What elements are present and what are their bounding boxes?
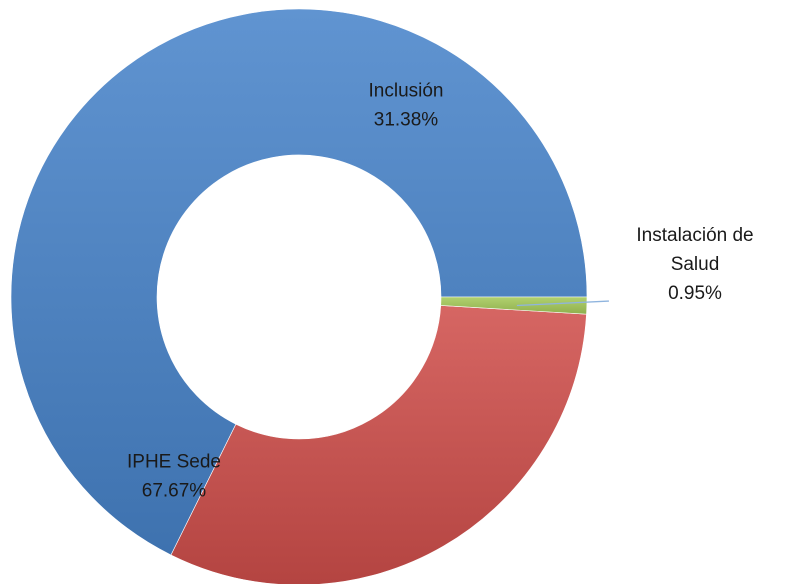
slice-inclusi-n [170,305,587,584]
data-label-category: IPHE Sede [127,452,221,473]
slice-iphe-sede [10,8,588,556]
data-label-category: Salud [671,254,720,275]
slice-instalaci-n-de-salud [440,296,588,315]
data-label-value: 0.95% [668,283,722,304]
data-label-value: 31.38% [374,110,439,131]
data-label-inclusi-n: Inclusión 31.38% [369,81,444,131]
data-label-instalaci-n-de-salud: Instalación de Salud 0.95% [636,225,753,304]
labels-group: IPHE Sede 67.67% Inclusión 31.38% Instalació… [127,81,754,502]
slices-group [10,8,588,584]
leader-lines-group [516,300,609,307]
data-label-category: Instalación de [636,225,753,246]
data-label-iphe-sede: IPHE Sede 67.67% [127,452,221,502]
leader-line [516,300,609,307]
data-label-category: Inclusión [369,81,444,102]
data-label-value: 67.67% [142,481,207,502]
